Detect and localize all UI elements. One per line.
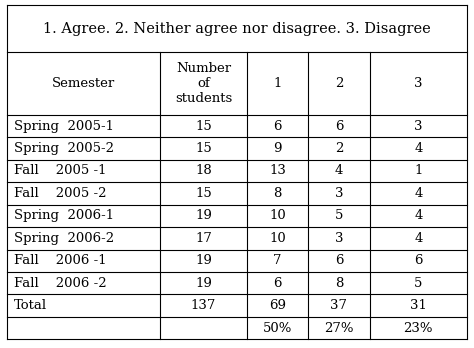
- Text: 6: 6: [273, 120, 282, 133]
- Text: 2: 2: [335, 77, 343, 90]
- Text: 7: 7: [273, 254, 282, 267]
- Text: 5: 5: [414, 277, 422, 290]
- Text: 15: 15: [195, 187, 212, 200]
- Text: 15: 15: [195, 120, 212, 133]
- Text: Fall    2006 -2: Fall 2006 -2: [14, 277, 107, 290]
- Text: 10: 10: [269, 232, 286, 245]
- Text: 13: 13: [269, 165, 286, 177]
- Text: Semester: Semester: [52, 77, 115, 90]
- Text: 15: 15: [195, 142, 212, 155]
- Text: 3: 3: [335, 187, 343, 200]
- Text: 1: 1: [414, 165, 422, 177]
- Text: 10: 10: [269, 209, 286, 222]
- Text: 18: 18: [195, 165, 212, 177]
- Text: Spring  2005-1: Spring 2005-1: [14, 120, 114, 133]
- Text: 4: 4: [414, 232, 422, 245]
- Text: 4: 4: [414, 142, 422, 155]
- Text: Number
of
students: Number of students: [175, 62, 232, 105]
- Text: 19: 19: [195, 277, 212, 290]
- Text: 17: 17: [195, 232, 212, 245]
- Text: 31: 31: [410, 299, 427, 312]
- Text: Fall    2005 -1: Fall 2005 -1: [14, 165, 107, 177]
- Text: 37: 37: [330, 299, 347, 312]
- Text: 2: 2: [335, 142, 343, 155]
- Text: Spring  2006-2: Spring 2006-2: [14, 232, 114, 245]
- Text: 5: 5: [335, 209, 343, 222]
- Text: 4: 4: [335, 165, 343, 177]
- Text: Spring  2005-2: Spring 2005-2: [14, 142, 114, 155]
- Text: 3: 3: [335, 232, 343, 245]
- Text: 137: 137: [191, 299, 216, 312]
- Text: Fall    2005 -2: Fall 2005 -2: [14, 187, 107, 200]
- Text: Fall    2006 -1: Fall 2006 -1: [14, 254, 107, 267]
- Text: 6: 6: [273, 277, 282, 290]
- Text: Total: Total: [14, 299, 47, 312]
- Text: 23%: 23%: [403, 322, 433, 334]
- Text: 19: 19: [195, 209, 212, 222]
- Text: 3: 3: [414, 77, 422, 90]
- Text: 8: 8: [273, 187, 282, 200]
- Text: 27%: 27%: [324, 322, 354, 334]
- Text: 4: 4: [414, 209, 422, 222]
- Text: 6: 6: [335, 120, 343, 133]
- Text: 69: 69: [269, 299, 286, 312]
- Text: 4: 4: [414, 187, 422, 200]
- Text: 6: 6: [335, 254, 343, 267]
- Text: 8: 8: [335, 277, 343, 290]
- Text: 1: 1: [273, 77, 282, 90]
- Text: 1. Agree. 2. Neither agree nor disagree. 3. Disagree: 1. Agree. 2. Neither agree nor disagree.…: [43, 22, 431, 36]
- Text: 19: 19: [195, 254, 212, 267]
- Text: 9: 9: [273, 142, 282, 155]
- Text: 6: 6: [414, 254, 422, 267]
- Text: 50%: 50%: [263, 322, 292, 334]
- Text: Spring  2006-1: Spring 2006-1: [14, 209, 114, 222]
- Text: 3: 3: [414, 120, 422, 133]
